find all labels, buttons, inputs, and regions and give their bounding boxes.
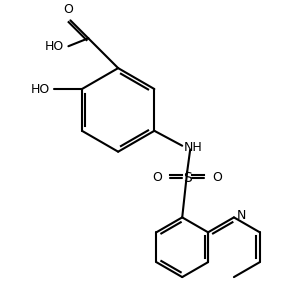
- Text: NH: NH: [184, 141, 203, 154]
- Text: HO: HO: [31, 83, 50, 96]
- Text: S: S: [183, 171, 192, 185]
- Text: O: O: [212, 171, 222, 184]
- Text: HO: HO: [45, 40, 64, 53]
- Text: N: N: [237, 209, 246, 222]
- Text: O: O: [64, 3, 73, 16]
- Text: O: O: [152, 171, 162, 184]
